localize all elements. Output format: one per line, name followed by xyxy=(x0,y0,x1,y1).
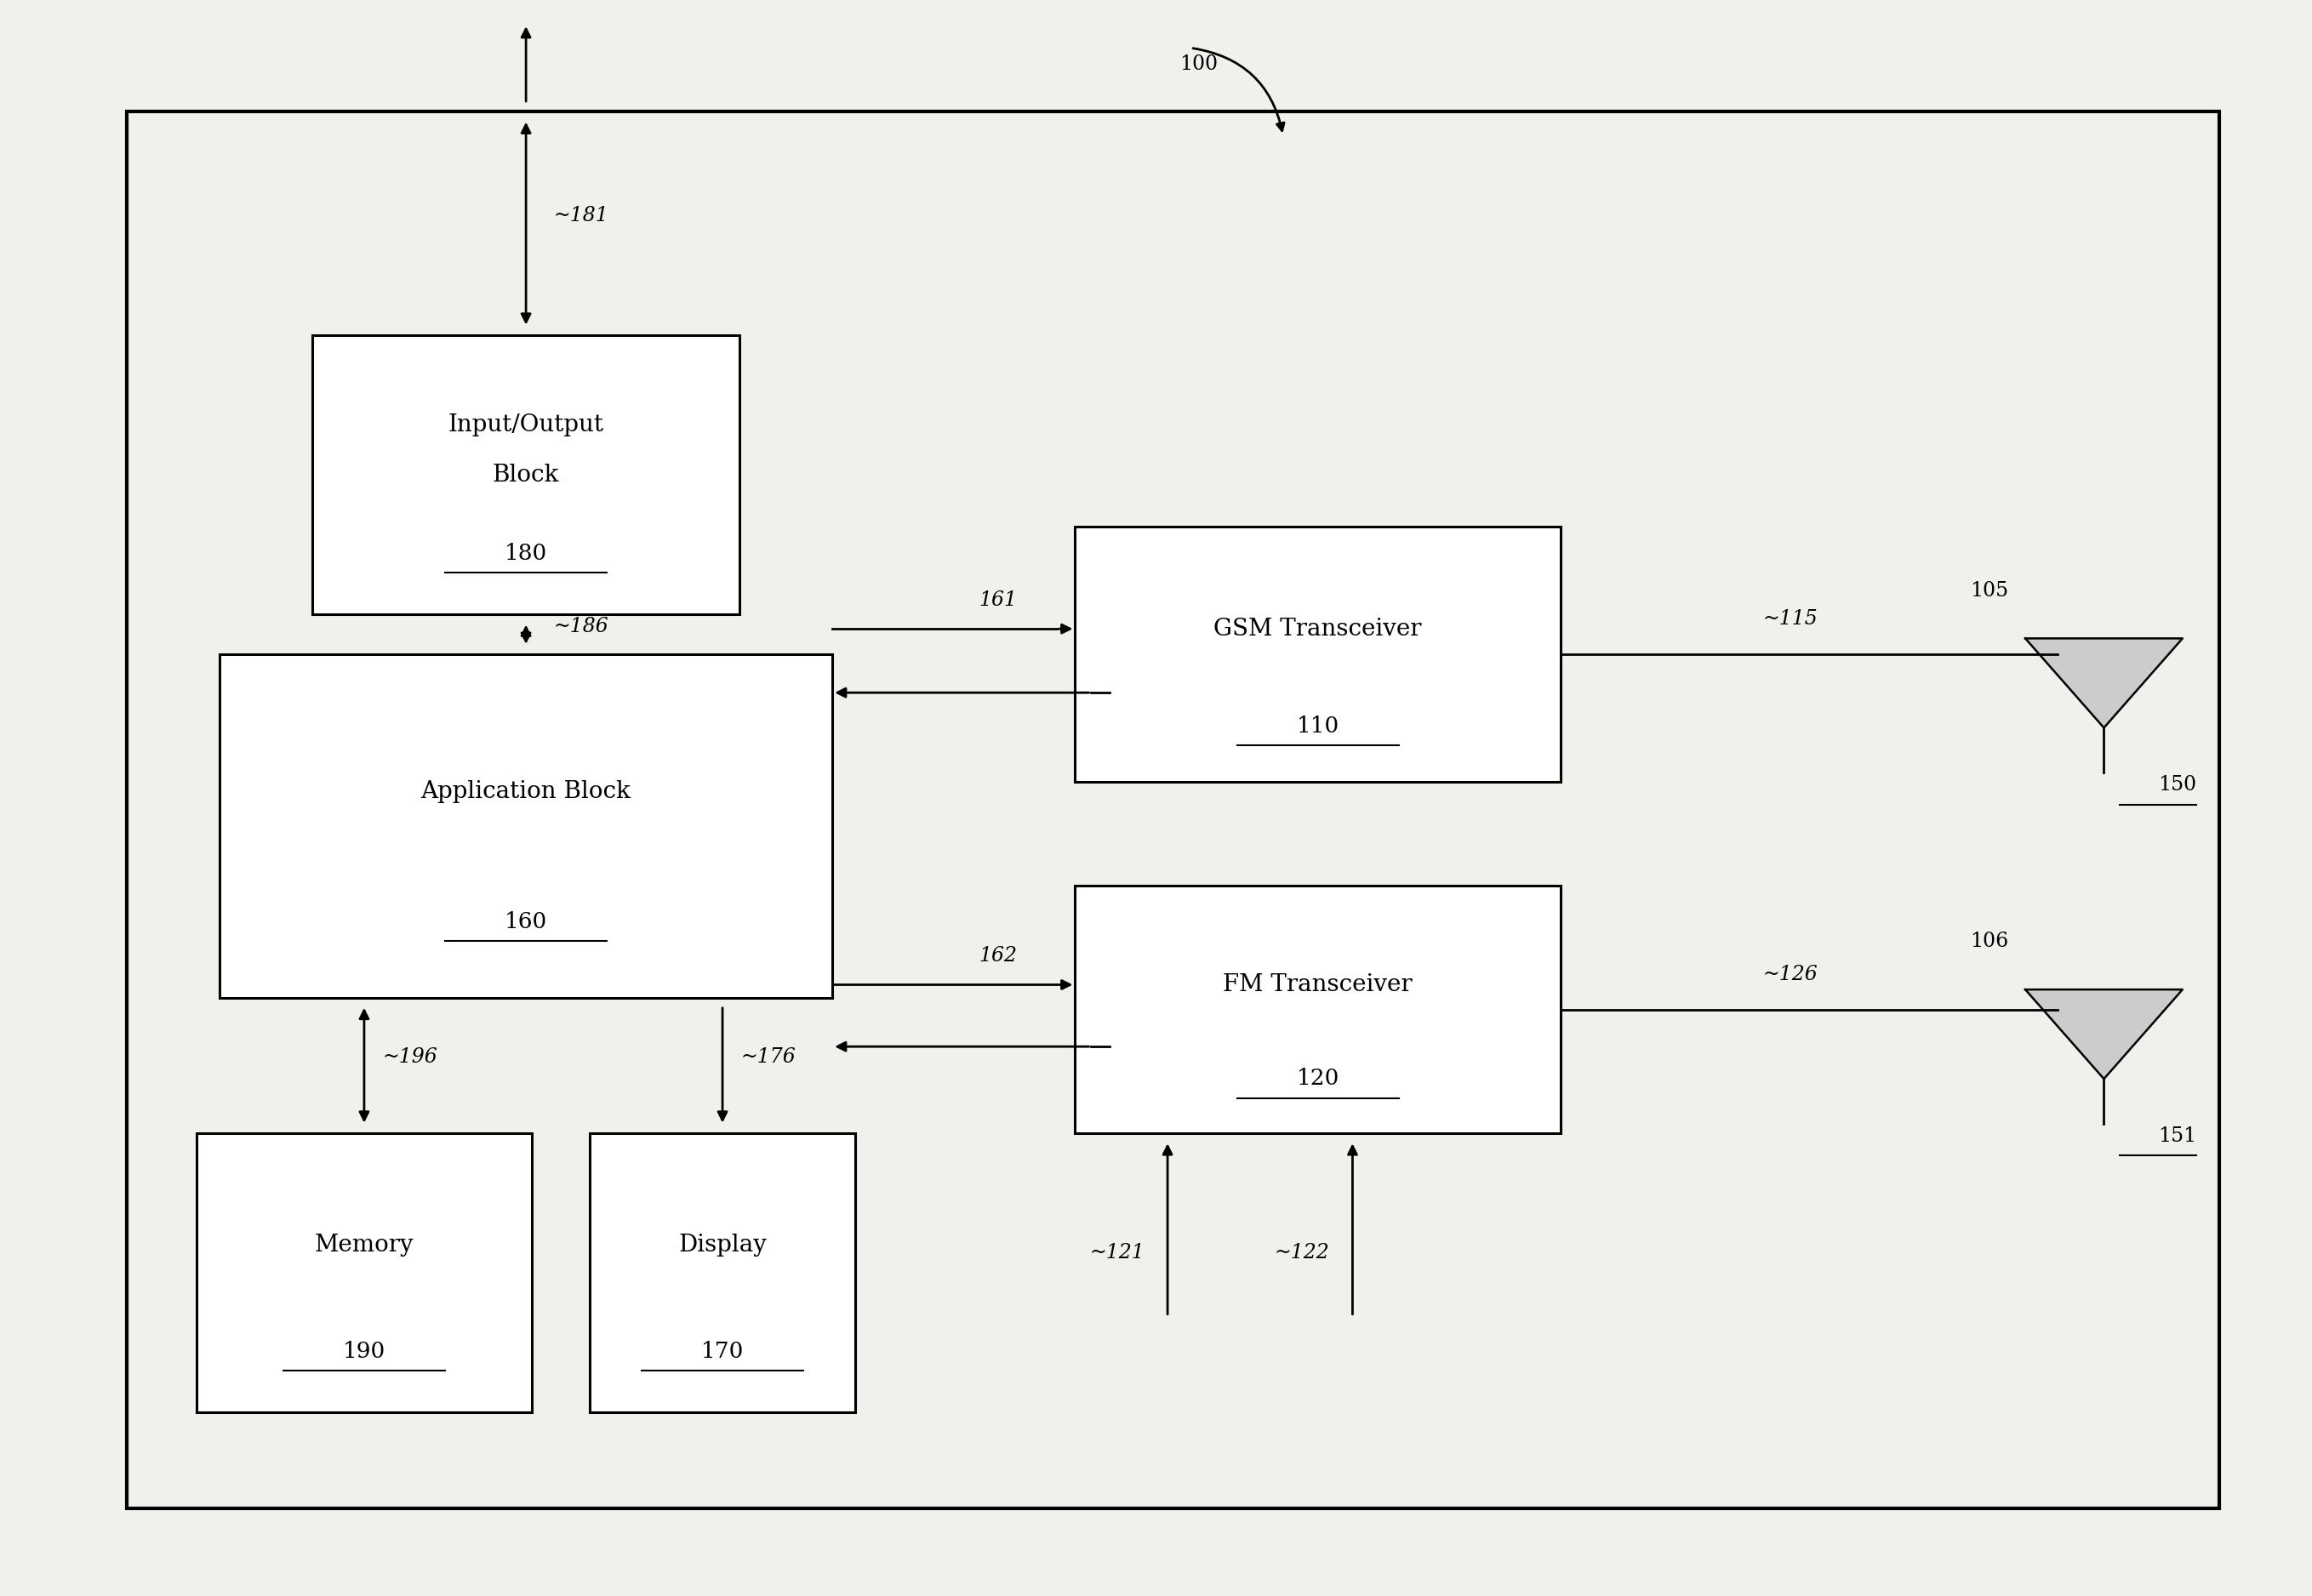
Bar xyxy=(1029,479,2208,814)
Text: Memory: Memory xyxy=(314,1234,414,1256)
Text: Display: Display xyxy=(677,1234,768,1256)
Text: 180: 180 xyxy=(504,543,548,563)
Text: 162: 162 xyxy=(978,946,1017,966)
Bar xyxy=(1029,838,2208,1165)
Text: Block: Block xyxy=(492,463,560,487)
Text: 100: 100 xyxy=(1179,54,1218,73)
Text: ~181: ~181 xyxy=(555,206,608,225)
Text: 160: 160 xyxy=(504,911,548,932)
Text: ~122: ~122 xyxy=(1274,1243,1329,1262)
Text: 190: 190 xyxy=(342,1341,386,1361)
Text: GSM Transceiver: GSM Transceiver xyxy=(1214,618,1422,640)
Text: ~186: ~186 xyxy=(555,616,608,637)
Bar xyxy=(312,335,740,614)
Bar xyxy=(1075,527,1561,782)
Text: ~121: ~121 xyxy=(1089,1243,1144,1262)
Text: 161: 161 xyxy=(978,591,1017,610)
Text: 105: 105 xyxy=(1970,581,2009,600)
Bar xyxy=(220,654,832,998)
Text: 106: 106 xyxy=(1970,932,2009,951)
Text: ~176: ~176 xyxy=(740,1047,795,1068)
Bar xyxy=(1075,886,1561,1133)
Text: Application Block: Application Block xyxy=(421,780,631,803)
Text: ~115: ~115 xyxy=(1764,610,1817,629)
Text: 120: 120 xyxy=(1297,1068,1339,1090)
Text: ~126: ~126 xyxy=(1764,964,1817,985)
Text: 110: 110 xyxy=(1297,715,1339,736)
Polygon shape xyxy=(2025,638,2183,728)
Bar xyxy=(127,112,2220,1508)
Bar xyxy=(197,1133,532,1412)
Text: FM Transceiver: FM Transceiver xyxy=(1223,974,1413,996)
Text: ~196: ~196 xyxy=(384,1047,437,1068)
Text: 151: 151 xyxy=(2157,1127,2196,1146)
Text: Input/Output: Input/Output xyxy=(449,413,603,436)
Polygon shape xyxy=(2025,990,2183,1079)
Text: 150: 150 xyxy=(2157,776,2196,795)
Text: 170: 170 xyxy=(701,1341,744,1361)
Bar xyxy=(590,1133,855,1412)
